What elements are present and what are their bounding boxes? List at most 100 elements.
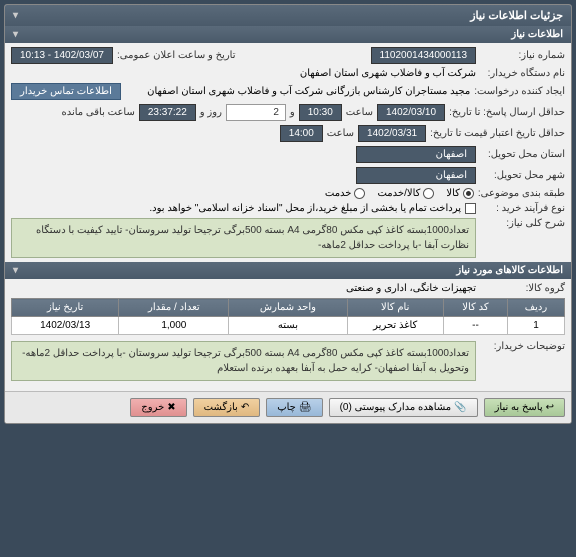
row-need-desc: شرح کلی نیاز: تعداد1000بسته کاغذ کپی مکس… xyxy=(11,218,565,258)
group-value: تجهیزات خانگی، اداری و صنعتی xyxy=(346,283,476,294)
buyer-org-label: نام دستگاه خریدار: xyxy=(480,68,565,79)
row-location: استان محل تحویل: اصفهان xyxy=(11,146,565,163)
info-section-title: اطلاعات نیاز xyxy=(511,29,563,40)
buy-type-checkbox[interactable] xyxy=(465,203,476,214)
attachments-label: مشاهده مدارک پیوستی (0) xyxy=(340,402,452,413)
row-buy-type: نوع فرآیند خرید : پرداخت تمام یا بخشی از… xyxy=(11,203,565,214)
requester-label: ایجاد کننده درخواست: xyxy=(474,86,565,97)
cell-qty: 1,000 xyxy=(119,317,229,335)
need-number-value: 1102001434000113 xyxy=(371,47,477,64)
back-icon: ↶ xyxy=(241,402,249,413)
back-label: بازگشت xyxy=(204,402,238,413)
row-city: شهر محل تحویل: اصفهان xyxy=(11,167,565,184)
print-label: چاپ xyxy=(277,402,296,413)
cell-code: -- xyxy=(443,317,507,335)
exit-button[interactable]: ✖ خروج xyxy=(130,398,186,417)
goods-table: ردیف کد کالا نام کالا واحد شمارش تعداد /… xyxy=(11,298,565,335)
buy-type-label: نوع فرآیند خرید : xyxy=(480,203,565,214)
radio-icon xyxy=(423,188,434,199)
respond-label: پاسخ به نیاز xyxy=(495,402,543,413)
row-min-send: حداقل ارسال پاسخ: تا تاریخ: 1402/03/10 س… xyxy=(11,104,565,121)
city-label: شهر محل تحویل: xyxy=(480,170,565,181)
announce-value: 1402/03/07 - 10:13 xyxy=(11,47,113,64)
cell-name: کاغذ تحریر xyxy=(347,317,443,335)
panel-title: جزئیات اطلاعات نیاز xyxy=(470,9,563,22)
days-value: 2 xyxy=(226,104,286,121)
radio-icon xyxy=(463,188,474,199)
collapse-icon[interactable]: ▾ xyxy=(13,29,18,40)
need-number-label: شماره نیاز: xyxy=(480,50,565,61)
and-label: و xyxy=(290,107,295,118)
collapse-icon[interactable]: ▾ xyxy=(13,265,18,276)
min-send-date: 1402/03/10 xyxy=(377,104,445,121)
exit-label: خروج xyxy=(141,402,164,413)
group-label: گروه کالا: xyxy=(480,283,565,294)
remaining-time: 23:37:22 xyxy=(139,104,196,121)
th-name: نام کالا xyxy=(347,299,443,317)
goods-section-header: اطلاعات کالاهای مورد نیاز ▾ xyxy=(5,262,571,279)
respond-button[interactable]: ↩ پاسخ به نیاز xyxy=(484,398,565,417)
days-label: روز و xyxy=(200,107,222,118)
row-validity: حداقل تاریخ اعتبار قیمت تا تاریخ: 1402/0… xyxy=(11,125,565,142)
time-label-2: ساعت xyxy=(327,128,354,139)
category-radio-group: کالا کالا/خدمت خدمت xyxy=(325,188,474,199)
cell-unit: بسته xyxy=(229,317,347,335)
row-category: طبقه بندی موضوعی: کالا کالا/خدمت خدمت xyxy=(11,188,565,199)
radio-kala-service-label: کالا/خدمت xyxy=(377,188,420,199)
reply-icon: ↩ xyxy=(546,402,554,413)
radio-kala-label: کالا xyxy=(446,188,460,199)
row-need-number: شماره نیاز: 1102001434000113 تاریخ و ساع… xyxy=(11,47,565,64)
th-unit: واحد شمارش xyxy=(229,299,347,317)
cell-row: 1 xyxy=(507,317,564,335)
need-desc-value: تعداد1000بسته کاغذ کپی مکس 80گرمی A4 بست… xyxy=(11,218,476,258)
city-value: اصفهان xyxy=(356,167,476,184)
contact-buyer-button[interactable]: اطلاعات تماس خریدار xyxy=(11,83,121,100)
radio-icon xyxy=(354,188,365,199)
row-requester: ایجاد کننده درخواست: مجید مستاجران کارشن… xyxy=(11,83,565,100)
min-send-label: حداقل ارسال پاسخ: تا تاریخ: xyxy=(449,107,565,118)
table-header-row: ردیف کد کالا نام کالا واحد شمارش تعداد /… xyxy=(12,299,565,317)
min-send-time: 10:30 xyxy=(299,104,342,121)
goods-section-title: اطلاعات کالاهای مورد نیاز xyxy=(456,265,563,276)
row-group: گروه کالا: تجهیزات خانگی، اداری و صنعتی xyxy=(11,283,565,294)
info-section-header: اطلاعات نیاز ▾ xyxy=(5,26,571,43)
radio-kala[interactable]: کالا xyxy=(446,188,474,199)
button-bar: ↩ پاسخ به نیاز 📎 مشاهده مدارک پیوستی (0)… xyxy=(5,391,571,423)
radio-service-label: خدمت xyxy=(325,188,352,199)
validity-label: حداقل تاریخ اعتبار قیمت تا تاریخ: xyxy=(430,128,565,139)
buyer-org-value: شرکت آب و فاضلاب شهری استان اصفهان xyxy=(300,68,476,79)
radio-kala-service[interactable]: کالا/خدمت xyxy=(377,188,434,199)
collapse-icon[interactable]: ▾ xyxy=(13,10,18,21)
buyer-notes-label: توضیحات خریدار: xyxy=(480,341,565,352)
cell-date: 1402/03/13 xyxy=(12,317,119,335)
radio-service[interactable]: خدمت xyxy=(325,188,366,199)
attachments-button[interactable]: 📎 مشاهده مدارک پیوستی (0) xyxy=(329,398,478,417)
panel-body: اطلاعات نیاز ▾ شماره نیاز: 1102001434000… xyxy=(5,26,571,391)
print-button[interactable]: 🖨 چاپ xyxy=(266,398,322,417)
category-label: طبقه بندی موضوعی: xyxy=(478,188,565,199)
back-button[interactable]: ↶ بازگشت xyxy=(193,398,261,417)
announce-label: تاریخ و ساعت اعلان عمومی: xyxy=(117,50,236,61)
time-label: ساعت xyxy=(346,107,373,118)
buyer-notes-value: تعداد1000بسته کاغذ کپی مکس 80گرمی A4 بست… xyxy=(11,341,476,381)
row-buyer-notes: توضیحات خریدار: تعداد1000بسته کاغذ کپی م… xyxy=(11,341,565,381)
th-qty: تعداد / مقدار xyxy=(119,299,229,317)
need-desc-label: شرح کلی نیاز: xyxy=(480,218,565,229)
table-row[interactable]: 1 -- کاغذ تحریر بسته 1,000 1402/03/13 xyxy=(12,317,565,335)
buy-type-note: پرداخت تمام یا بخشی از مبلغ خرید،از محل … xyxy=(149,203,461,214)
print-icon: 🖨 xyxy=(299,402,312,413)
th-code: کد کالا xyxy=(443,299,507,317)
remaining-label: ساعت باقی مانده xyxy=(61,107,134,118)
province-value: اصفهان xyxy=(356,146,476,163)
th-row: ردیف xyxy=(507,299,564,317)
requester-value: مجید مستاجران کارشناس بازرگانی شرکت آب و… xyxy=(125,86,470,97)
attachment-icon: 📎 xyxy=(454,402,466,413)
validity-date: 1402/03/31 xyxy=(358,125,426,142)
validity-time: 14:00 xyxy=(280,125,323,142)
th-date: تاریخ نیاز xyxy=(12,299,119,317)
exit-icon: ✖ xyxy=(167,402,175,413)
main-panel: جزئیات اطلاعات نیاز ▾ اطلاعات نیاز ▾ شما… xyxy=(4,4,572,424)
row-buyer-org: نام دستگاه خریدار: شرکت آب و فاضلاب شهری… xyxy=(11,68,565,79)
location-label: استان محل تحویل: xyxy=(480,149,565,160)
panel-header: جزئیات اطلاعات نیاز ▾ xyxy=(5,5,571,26)
